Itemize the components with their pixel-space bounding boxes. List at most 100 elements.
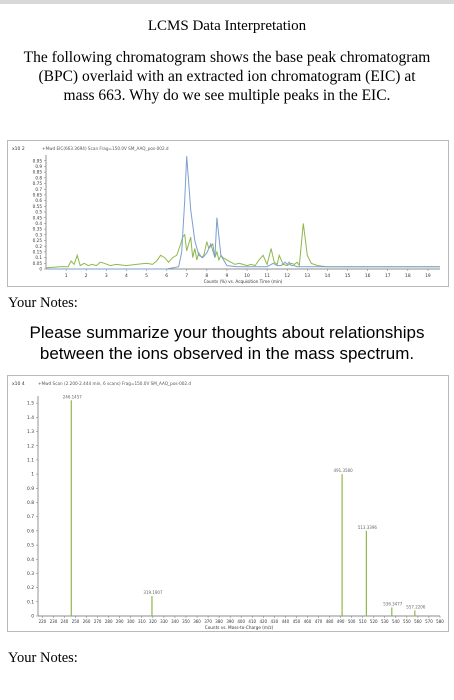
chart2-y-tick-label: 0.7	[27, 514, 34, 520]
chart1-x-tick-label: 1	[65, 273, 68, 279]
chart1-x-tick-label: 3	[105, 273, 108, 279]
chart2-x-tick-label: 430	[271, 619, 279, 624]
chart1-y-tick-label: 0.9	[35, 164, 42, 169]
chart1-x-tick-label: 11	[264, 273, 270, 279]
chart2-x-tick-label: 460	[304, 619, 312, 624]
chart2-x-tick-label: 310	[138, 619, 146, 624]
chart2-peak-label: 319.1907	[143, 590, 163, 595]
chart2-x-tick-label: 390	[226, 619, 234, 624]
chart1-x-tick-label: 19	[425, 273, 431, 279]
chart2-x-tick-label: 490	[337, 619, 345, 624]
chart2-y-tick-label: 0.9	[27, 486, 34, 492]
chart2-x-tick-label: 470	[315, 619, 323, 624]
chart2-x-tick-label: 360	[193, 619, 201, 624]
chart2-x-tick-label: 350	[182, 619, 190, 624]
chart2-x-tick-label: 230	[50, 619, 58, 624]
chart2-y-tick-label: 0	[31, 614, 34, 620]
chart2-x-tick-label: 540	[392, 619, 400, 624]
chart2-x-tick-label: 480	[326, 619, 334, 624]
mass-spectrum-chart: x10 4 +Mwd Scan (2.200-2.444 min, 6 scans…	[7, 375, 449, 632]
chart1-legend: +Mwd EIC(663.3694) Scan Frag=150.0V SM_A…	[42, 146, 169, 151]
chart2-peak-label: 536.3477	[383, 601, 403, 606]
chart1-y-tick-label: 0.55	[33, 204, 43, 209]
chart1-x-tick-label: 18	[405, 273, 411, 279]
chart2-y-tick-label: 1.2	[27, 443, 34, 449]
chart1-y-tick-label: 0.4	[35, 221, 42, 226]
chart1-x-tick-label: 7	[185, 273, 188, 279]
chart1-x-tick-label: 13	[305, 273, 311, 279]
chart2-x-tick-label: 400	[237, 619, 245, 624]
chart2-y-tick-label: 0.3	[27, 571, 34, 577]
chart2-y-tick-label: 1.5	[27, 401, 34, 407]
chart1-x-tick-label: 17	[385, 273, 391, 279]
chart2-x-tick-label: 420	[259, 619, 267, 624]
chart2-x-tick-label: 270	[94, 619, 102, 624]
chart2-x-tick-label: 280	[105, 619, 113, 624]
chart1-y-tick-label: 0.5	[35, 210, 42, 215]
chart1-y-tick-label: 0.6	[35, 198, 42, 203]
chart2-y-tick-label: 0.1	[27, 599, 34, 605]
chart1-y-tick-label: 0.7	[35, 187, 42, 192]
chart2-x-tick-label: 440	[282, 619, 290, 624]
chart2-x-tick-label: 380	[215, 619, 223, 624]
chart1-x-tick-label: 10	[244, 273, 250, 279]
chart2-x-tick-label: 510	[359, 619, 367, 624]
mass-spectrum-svg: x10 4 +Mwd Scan (2.200-2.444 min, 6 scans…	[12, 381, 444, 630]
chart1-series-eic-line	[46, 156, 440, 270]
chart2-peak-label: 491.3580	[334, 468, 354, 473]
chart1-x-tick-label: 5	[145, 273, 148, 279]
chart1-x-tick-label: 12	[284, 273, 290, 279]
chart2-x-tick-label: 570	[425, 619, 433, 624]
chart2-y-tick-label: 0.5	[27, 543, 34, 549]
chart2-x-tick-label: 370	[204, 619, 212, 624]
chart1-x-tick-label: 14	[325, 273, 331, 279]
chart2-y-tick-label: 1.1	[27, 457, 34, 463]
chart1-y-tick-label: 0.15	[33, 250, 43, 255]
chart2-x-tick-label: 410	[248, 619, 256, 624]
page-title: LCMS Data Interpretation	[147, 18, 307, 34]
chart2-y-tick-label: 0.2	[27, 585, 34, 591]
chart1-y-tick-label: 0.45	[33, 215, 43, 220]
chart2-x-tick-label: 450	[293, 619, 301, 624]
chart1-y-tick-label: 0.35	[33, 227, 43, 232]
chart2-y-tick-label: 0.4	[27, 557, 34, 563]
chart2-x-tick-label: 500	[348, 619, 356, 624]
chart2-y-tick-label: 0.8	[27, 500, 34, 506]
chart1-y-tick-label: 0.3	[35, 232, 42, 237]
top-divider	[0, 0, 454, 4]
chart2-peak-label: 513.3396	[358, 525, 378, 530]
chart2-y-tick-label: 0.6	[27, 528, 34, 534]
chart2-x-tick-label: 220	[39, 619, 47, 624]
chart2-peak-label: 246.1457	[63, 394, 83, 399]
chart2-header: x10 4	[12, 381, 25, 387]
chart2-x-tick-label: 300	[127, 619, 135, 624]
chart1-y-tick-label: 0.1	[35, 255, 42, 260]
chart2-x-tick-label: 340	[171, 619, 179, 624]
chart2-x-tick-label: 520	[370, 619, 378, 624]
chart1-y-tick-label: 0.8	[35, 175, 42, 180]
chart1-series-bpc-line	[45, 223, 440, 269]
chart1-x-tick-label: 4	[125, 273, 128, 279]
chromatogram-chart: x10 2 +Mwd EIC(663.3694) Scan Frag=150.0V…	[7, 140, 449, 287]
chart1-y-tick-label: 0.25	[33, 238, 43, 243]
chart2-x-tick-label: 550	[403, 619, 411, 624]
chart2-x-axis-label: Counts vs. Mass-to-Charge (m/z)	[205, 625, 274, 630]
chart2-y-tick-label: 1.3	[27, 429, 34, 435]
chart2-x-tick-label: 580	[436, 619, 444, 624]
question-1-text: The following chromatogram shows the bas…	[23, 49, 431, 104]
chart1-x-axis-label: Counts (%) vs. Acquisition Time (min)	[204, 279, 283, 284]
chart1-x-tick-label: 6	[165, 273, 168, 279]
chart2-x-tick-label: 250	[72, 619, 80, 624]
chart2-x-tick-label: 290	[116, 619, 124, 624]
notes-label-1: Your Notes:	[8, 295, 78, 311]
chart2-peak-label: 557.2206	[406, 604, 426, 609]
chart2-legend: +Mwd Scan (2.200-2.444 min, 6 scans) Fra…	[38, 381, 191, 386]
chart2-x-tick-label: 240	[61, 619, 69, 624]
chart1-y-tick-label: 0.05	[33, 261, 43, 266]
question-2-text: Please summarize your thoughts about rel…	[29, 323, 425, 363]
chromatogram-svg: x10 2 +Mwd EIC(663.3694) Scan Frag=150.0V…	[12, 146, 440, 284]
chart1-x-tick-label: 9	[226, 273, 229, 279]
chart1-x-tick-label: 8	[205, 273, 208, 279]
chart2-y-tick-label: 1	[31, 472, 34, 478]
chart1-x-tick-label: 2	[85, 273, 88, 279]
